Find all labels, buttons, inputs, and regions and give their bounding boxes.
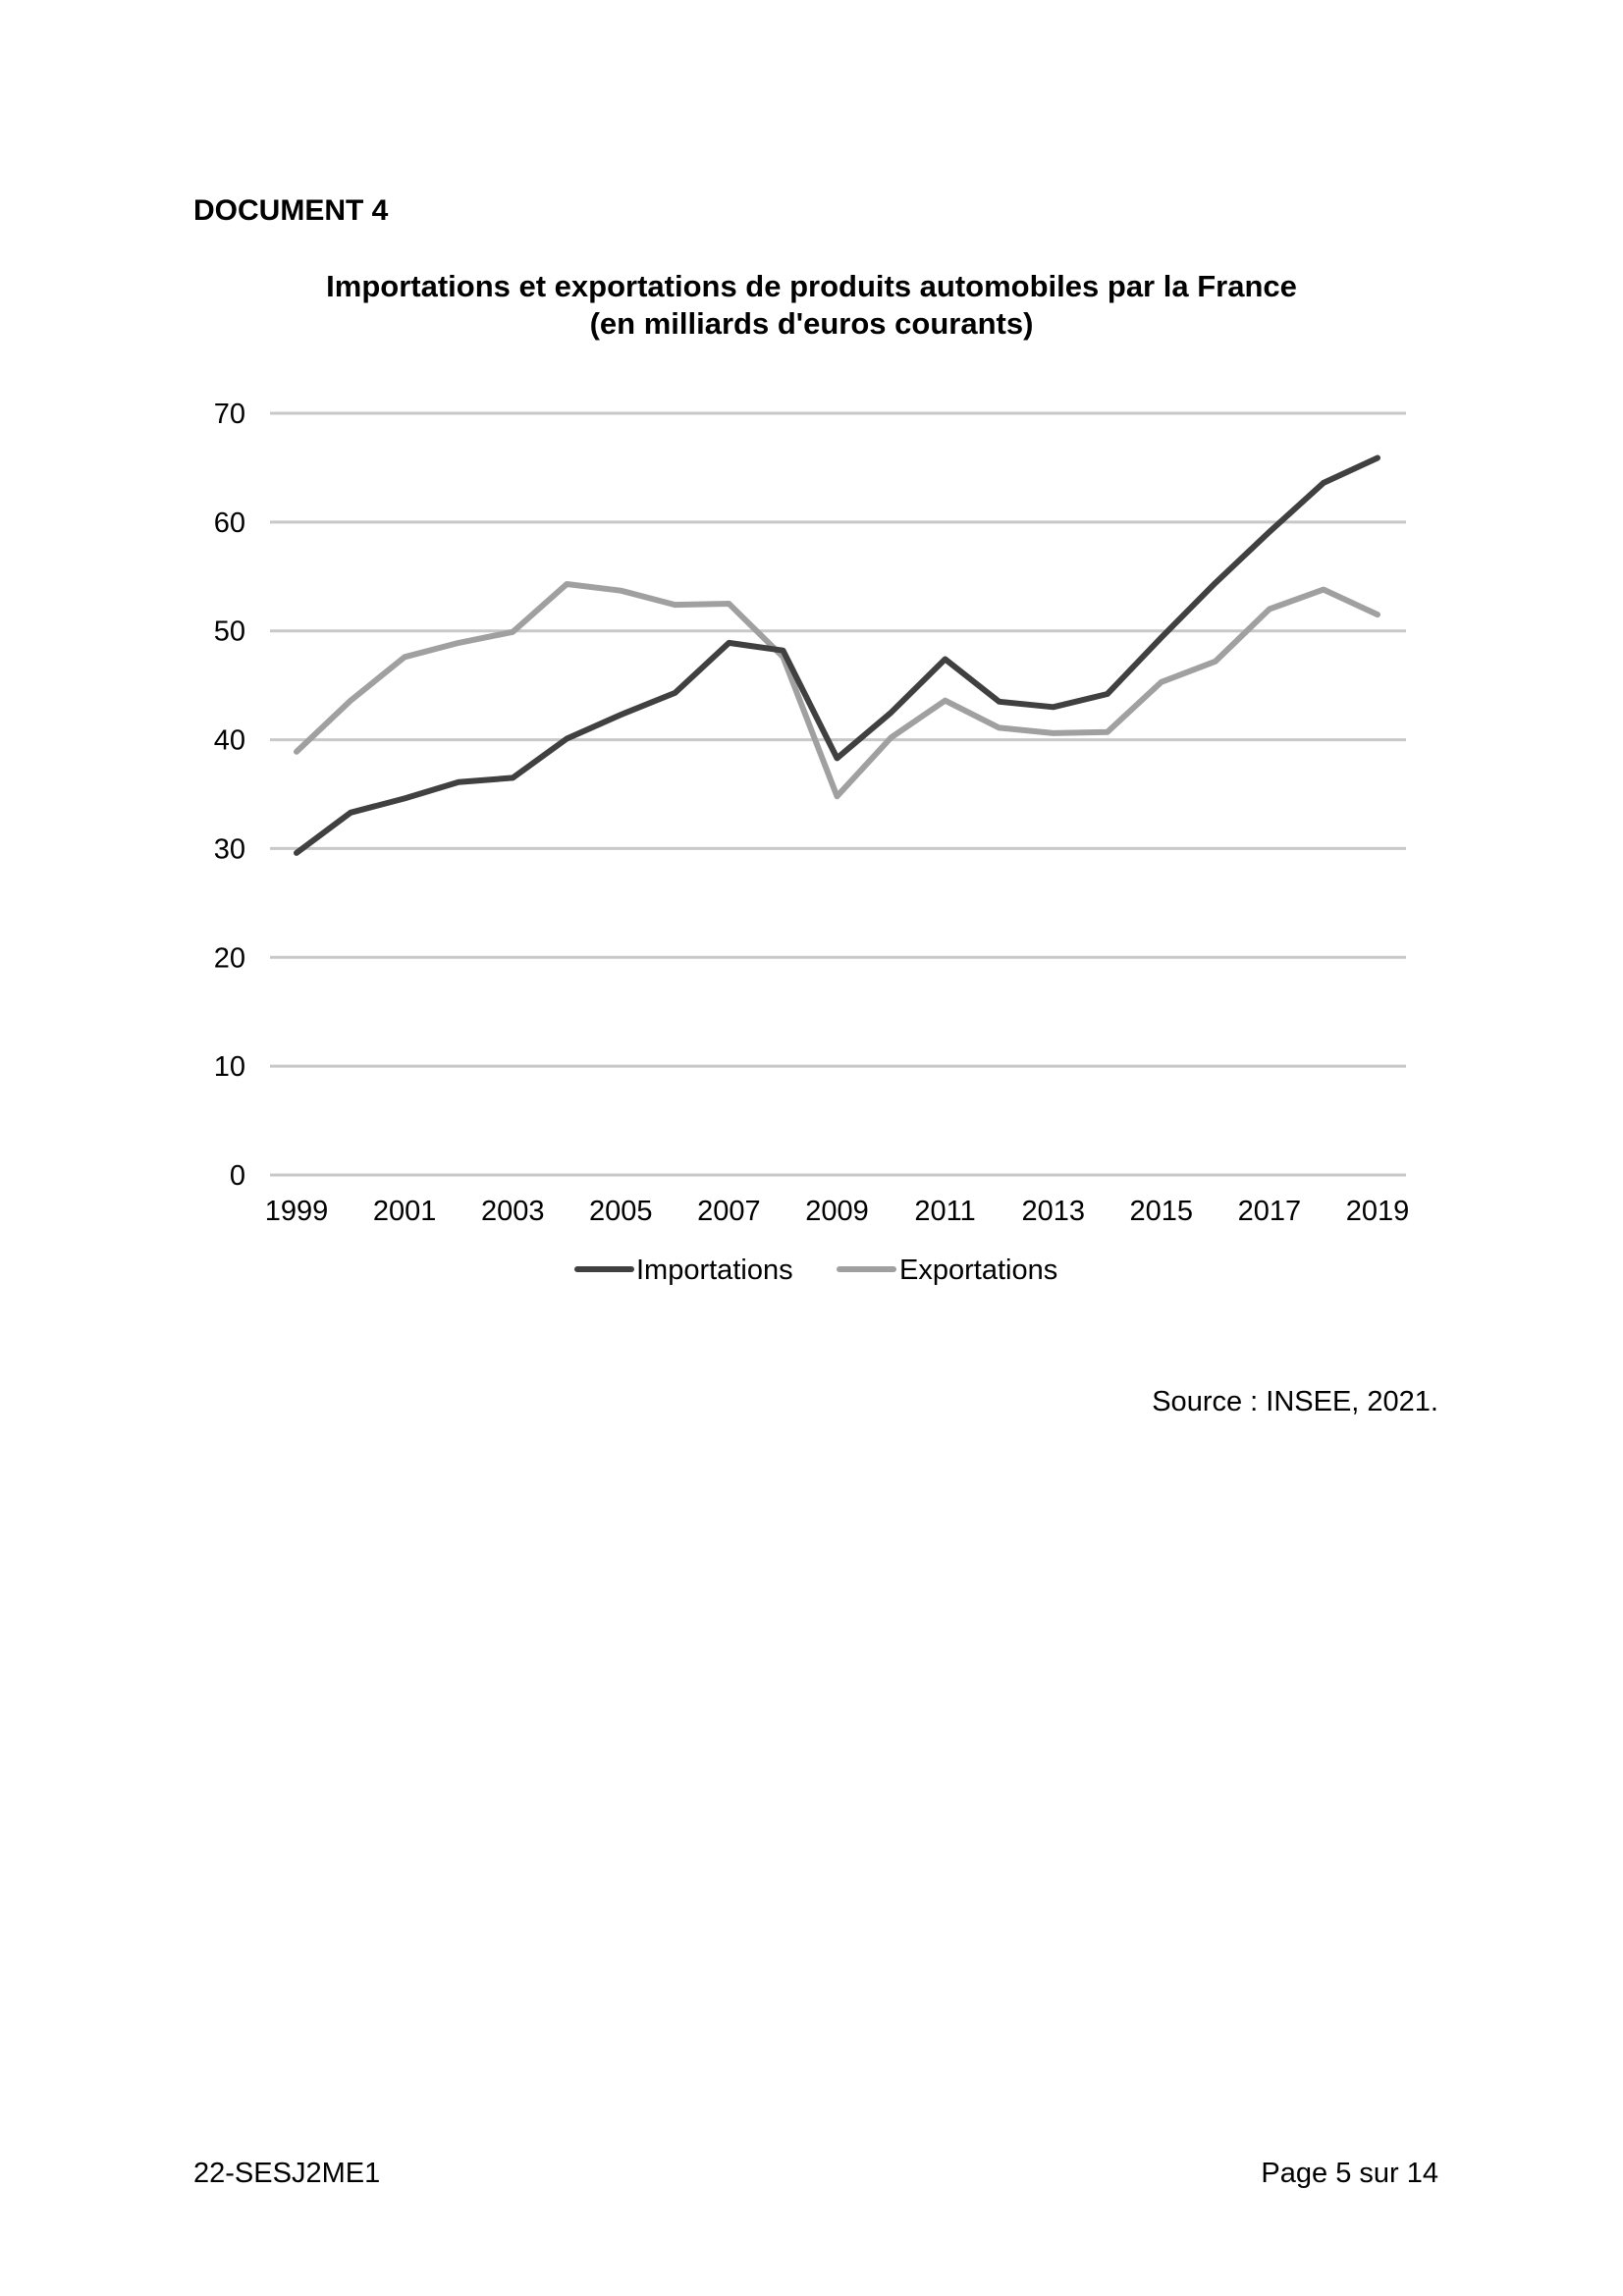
series-line-exportations (294, 581, 1380, 800)
line-chart: 0 10 20 30 40 50 60 70 1999 2001 2003 2005 2007 2009 2… (214, 399, 1410, 1286)
x-tick-label-2009: 2009 (805, 1196, 869, 1227)
y-tick-label-10: 10 (214, 1051, 245, 1083)
y-tick-label-40: 40 (214, 725, 245, 757)
legend-label-importations: Importations (636, 1255, 793, 1286)
footer-code: 22-SESJ2ME1 (193, 2158, 381, 2189)
y-tick-label-30: 30 (214, 833, 245, 865)
y-tick-label-70: 70 (214, 399, 245, 430)
chart-subtitle: (en milliards d'euros courants) (589, 306, 1034, 341)
x-tick-label-2017: 2017 (1238, 1196, 1302, 1227)
x-tick-label-2013: 2013 (1021, 1196, 1085, 1227)
x-tick-label-2015: 2015 (1130, 1196, 1194, 1227)
x-tick-label-2003: 2003 (481, 1196, 545, 1227)
y-tick-label-60: 60 (214, 507, 245, 539)
x-tick-label-2019: 2019 (1346, 1196, 1410, 1227)
document-label: DOCUMENT 4 (193, 194, 389, 227)
x-tick-label-1999: 1999 (265, 1196, 329, 1227)
x-tick-label-2005: 2005 (589, 1196, 653, 1227)
legend-label-exportations: Exportations (899, 1255, 1057, 1286)
x-tick-label-2011: 2011 (914, 1196, 975, 1227)
source-note: Source : INSEE, 2021. (1152, 1386, 1438, 1417)
x-tick-label-2001: 2001 (373, 1196, 437, 1227)
chart-title-block: Importations et exportations de produits… (0, 268, 1623, 343)
footer-page-number: Page 5 sur 14 (1261, 2158, 1438, 2189)
y-tick-label-20: 20 (214, 942, 245, 974)
chart-title: Importations et exportations de produits… (326, 269, 1297, 303)
x-tick-label-2007: 2007 (697, 1196, 761, 1227)
y-tick-label-0: 0 (230, 1160, 245, 1192)
series-line-importations (294, 454, 1380, 856)
y-tick-label-50: 50 (214, 616, 245, 648)
